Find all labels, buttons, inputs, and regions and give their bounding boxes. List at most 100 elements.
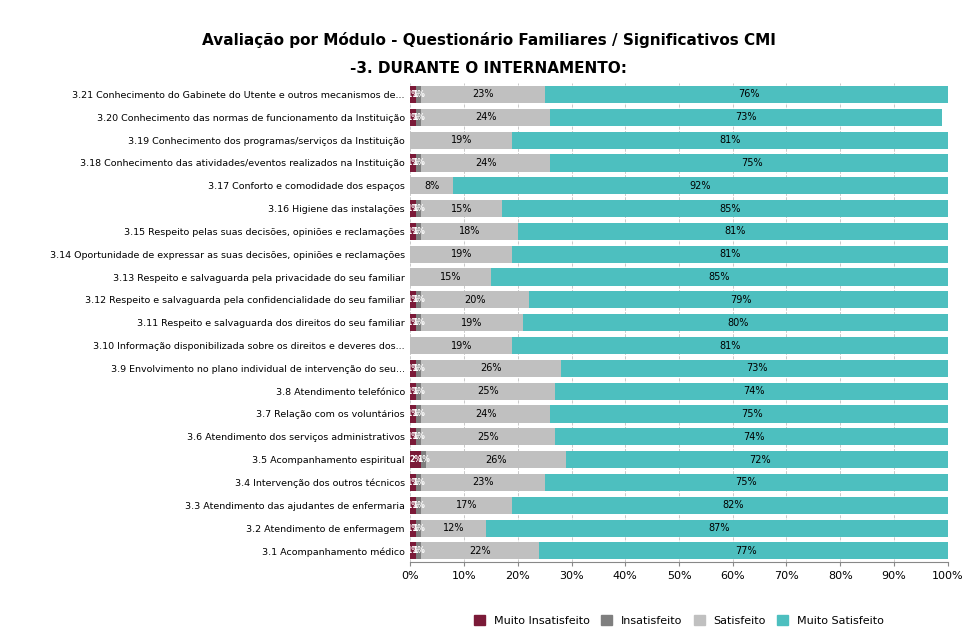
Bar xyxy=(550,109,942,126)
Bar xyxy=(421,200,502,217)
Bar xyxy=(426,451,566,468)
Bar xyxy=(502,200,958,217)
Text: 1%: 1% xyxy=(406,90,419,99)
Text: 25%: 25% xyxy=(478,386,499,396)
Text: 74%: 74% xyxy=(743,386,765,396)
Bar xyxy=(410,497,416,514)
Bar xyxy=(539,543,954,560)
Bar xyxy=(561,360,954,377)
Bar xyxy=(410,132,512,149)
Text: 24%: 24% xyxy=(475,158,496,168)
Bar xyxy=(512,245,948,263)
Text: 81%: 81% xyxy=(719,341,741,351)
Bar xyxy=(421,405,550,422)
Text: 79%: 79% xyxy=(730,295,751,305)
Text: 1%: 1% xyxy=(417,455,430,464)
Legend: Muito Insatisfeito, Insatisfeito, Satisfeito, Muito Satisfeito: Muito Insatisfeito, Insatisfeito, Satisf… xyxy=(470,611,888,630)
Text: 1%: 1% xyxy=(406,478,419,487)
Text: 1%: 1% xyxy=(406,364,419,373)
Bar xyxy=(416,291,421,309)
Bar xyxy=(410,177,453,194)
Bar xyxy=(410,314,416,331)
Text: 85%: 85% xyxy=(719,204,741,213)
Bar xyxy=(421,155,550,171)
Bar xyxy=(416,86,421,103)
Text: 19%: 19% xyxy=(450,135,472,145)
Text: 1%: 1% xyxy=(412,523,425,532)
Text: 17%: 17% xyxy=(456,500,478,511)
Text: 1%: 1% xyxy=(412,227,425,236)
Bar xyxy=(416,200,421,217)
Bar xyxy=(421,109,550,126)
Bar xyxy=(491,268,948,286)
Bar xyxy=(410,268,491,286)
Text: -3. DURANTE O INTERNAMENTO:: -3. DURANTE O INTERNAMENTO: xyxy=(350,61,627,75)
Bar xyxy=(421,223,518,240)
Text: 77%: 77% xyxy=(736,546,757,556)
Bar xyxy=(410,86,416,103)
Bar xyxy=(545,474,948,491)
Bar xyxy=(550,155,953,171)
Bar xyxy=(453,177,948,194)
Bar xyxy=(421,360,561,377)
Text: 1%: 1% xyxy=(412,318,425,327)
Text: 1%: 1% xyxy=(412,433,425,442)
Text: 82%: 82% xyxy=(722,500,743,511)
Bar xyxy=(566,451,953,468)
Text: 1%: 1% xyxy=(412,546,425,555)
Bar xyxy=(410,291,416,309)
Text: 92%: 92% xyxy=(690,181,711,191)
Bar xyxy=(410,200,416,217)
Bar xyxy=(410,337,512,354)
Text: 15%: 15% xyxy=(440,272,461,282)
Bar xyxy=(410,474,416,491)
Bar xyxy=(421,428,555,445)
Text: 18%: 18% xyxy=(459,226,480,236)
Bar xyxy=(421,314,524,331)
Text: 73%: 73% xyxy=(736,112,757,122)
Bar xyxy=(410,520,416,537)
Bar xyxy=(410,109,416,126)
Text: 20%: 20% xyxy=(464,295,486,305)
Text: 1%: 1% xyxy=(406,318,419,327)
Text: 73%: 73% xyxy=(746,364,768,373)
Bar xyxy=(416,360,421,377)
Bar xyxy=(512,132,948,149)
Text: 26%: 26% xyxy=(480,364,502,373)
Bar xyxy=(410,451,421,468)
Text: 75%: 75% xyxy=(736,477,757,488)
Bar xyxy=(421,543,539,560)
Text: 1%: 1% xyxy=(406,410,419,419)
Bar xyxy=(416,155,421,171)
Text: 1%: 1% xyxy=(412,410,425,419)
Text: 2%: 2% xyxy=(409,455,422,464)
Bar xyxy=(545,86,954,103)
Text: 1%: 1% xyxy=(406,387,419,396)
Bar xyxy=(555,383,954,400)
Text: 76%: 76% xyxy=(738,89,760,100)
Bar xyxy=(410,245,512,263)
Bar xyxy=(416,405,421,422)
Bar xyxy=(550,405,953,422)
Text: 12%: 12% xyxy=(443,523,464,533)
Text: 15%: 15% xyxy=(450,204,472,213)
Bar xyxy=(512,497,953,514)
Text: 24%: 24% xyxy=(475,112,496,122)
Text: 1%: 1% xyxy=(406,295,419,304)
Text: 1%: 1% xyxy=(406,523,419,532)
Bar xyxy=(421,497,513,514)
Bar xyxy=(486,520,953,537)
Bar xyxy=(421,451,426,468)
Text: 74%: 74% xyxy=(743,432,765,442)
Text: 1%: 1% xyxy=(406,227,419,236)
Text: 72%: 72% xyxy=(748,454,771,465)
Bar xyxy=(416,314,421,331)
Text: 1%: 1% xyxy=(406,158,419,167)
Bar xyxy=(512,337,948,354)
Text: 87%: 87% xyxy=(708,523,730,533)
Bar xyxy=(416,497,421,514)
Bar xyxy=(529,291,954,309)
Bar xyxy=(421,291,529,309)
Text: 8%: 8% xyxy=(424,181,440,191)
Bar xyxy=(410,155,416,171)
